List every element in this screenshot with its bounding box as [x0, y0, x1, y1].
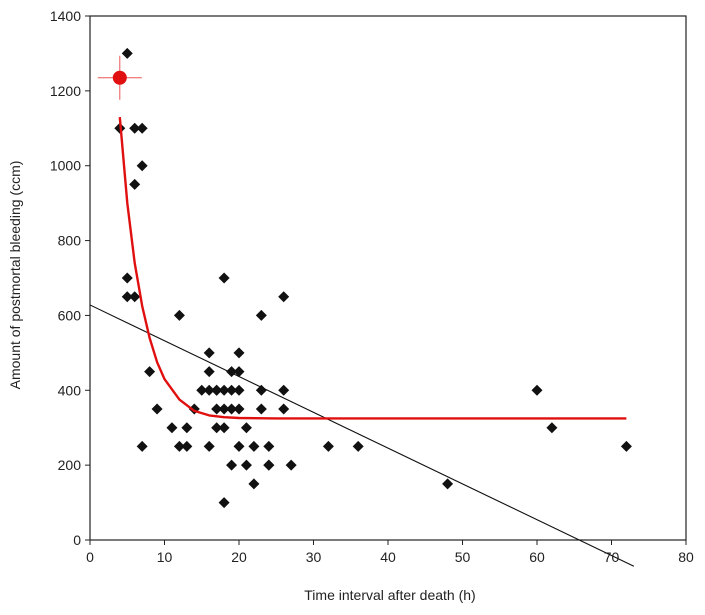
data-point: [121, 291, 133, 303]
data-point: [129, 122, 141, 134]
data-point: [173, 440, 185, 452]
data-point: [211, 384, 223, 396]
x-tick-label: 20: [231, 549, 247, 565]
data-point: [211, 422, 223, 434]
data-point: [181, 422, 193, 434]
data-point: [203, 384, 215, 396]
data-point: [218, 422, 230, 434]
exponential-fit-curve: [118, 116, 627, 420]
y-tick-label: 0: [73, 532, 81, 548]
x-tick-label: 80: [678, 549, 694, 565]
linear-regression-line: [90, 304, 635, 567]
x-tick-label: 70: [604, 549, 620, 565]
y-axis-title: Amount of postmortal bleeding (ccm): [7, 161, 23, 390]
x-tick-label: 10: [157, 549, 173, 565]
data-point: [531, 384, 543, 396]
data-point: [211, 403, 223, 415]
data-point: [233, 440, 245, 452]
data-point: [352, 440, 364, 452]
data-point: [255, 309, 267, 321]
data-point: [203, 366, 215, 378]
y-tick-label: 1200: [50, 83, 81, 99]
y-tick-label: 200: [58, 457, 82, 473]
data-point: [129, 178, 141, 190]
y-tick-label: 1400: [50, 8, 81, 24]
data-point: [240, 459, 252, 471]
x-tick-label: 60: [529, 549, 545, 565]
data-point: [620, 440, 632, 452]
data-point: [278, 403, 290, 415]
data-point: [278, 291, 290, 303]
data-point: [255, 384, 267, 396]
data-point: [263, 440, 275, 452]
x-tick-label: 30: [306, 549, 322, 565]
data-point: [248, 440, 260, 452]
data-point: [203, 440, 215, 452]
data-point: [240, 422, 252, 434]
x-tick-label: 50: [455, 549, 471, 565]
data-point: [233, 347, 245, 359]
data-point: [144, 366, 156, 378]
data-point: [226, 403, 238, 415]
data-point: [121, 47, 133, 59]
data-point: [255, 403, 267, 415]
plot-frame: [89, 15, 687, 541]
data-point: [233, 403, 245, 415]
x-tick-label: 40: [380, 549, 396, 565]
data-point: [196, 384, 208, 396]
data-point: [136, 440, 148, 452]
data-point: [285, 459, 297, 471]
data-point: [166, 422, 178, 434]
data-point: [218, 497, 230, 509]
data-point: [136, 160, 148, 172]
data-point: [546, 422, 558, 434]
data-point: [263, 459, 275, 471]
data-point: [442, 478, 454, 490]
data-point: [151, 403, 163, 415]
data-point: [248, 478, 260, 490]
data-point: [129, 291, 141, 303]
plot-area: 0 10 20 30 40 50 60 70 8002004006008001000120014…: [50, 8, 694, 567]
data-point: [233, 366, 245, 378]
data-point: [322, 440, 334, 452]
data-point: [136, 122, 148, 134]
data-point: [278, 384, 290, 396]
y-tick-label: 1000: [50, 158, 81, 174]
data-point: [233, 384, 245, 396]
data-point: [226, 384, 238, 396]
data-point: [203, 347, 215, 359]
data-point: [226, 459, 238, 471]
data-point: [173, 309, 185, 321]
x-tick-label: 0: [86, 549, 94, 565]
data-point: [121, 272, 133, 284]
data-point: [218, 403, 230, 415]
x-axis-title: Time interval after death (h): [304, 587, 475, 603]
data-point: [218, 272, 230, 284]
data-point: [181, 440, 193, 452]
y-tick-label: 600: [58, 307, 82, 323]
highlight-marker: [112, 70, 127, 85]
y-tick-label: 800: [58, 233, 82, 249]
y-tick-label: 400: [58, 382, 82, 398]
data-point: [218, 384, 230, 396]
